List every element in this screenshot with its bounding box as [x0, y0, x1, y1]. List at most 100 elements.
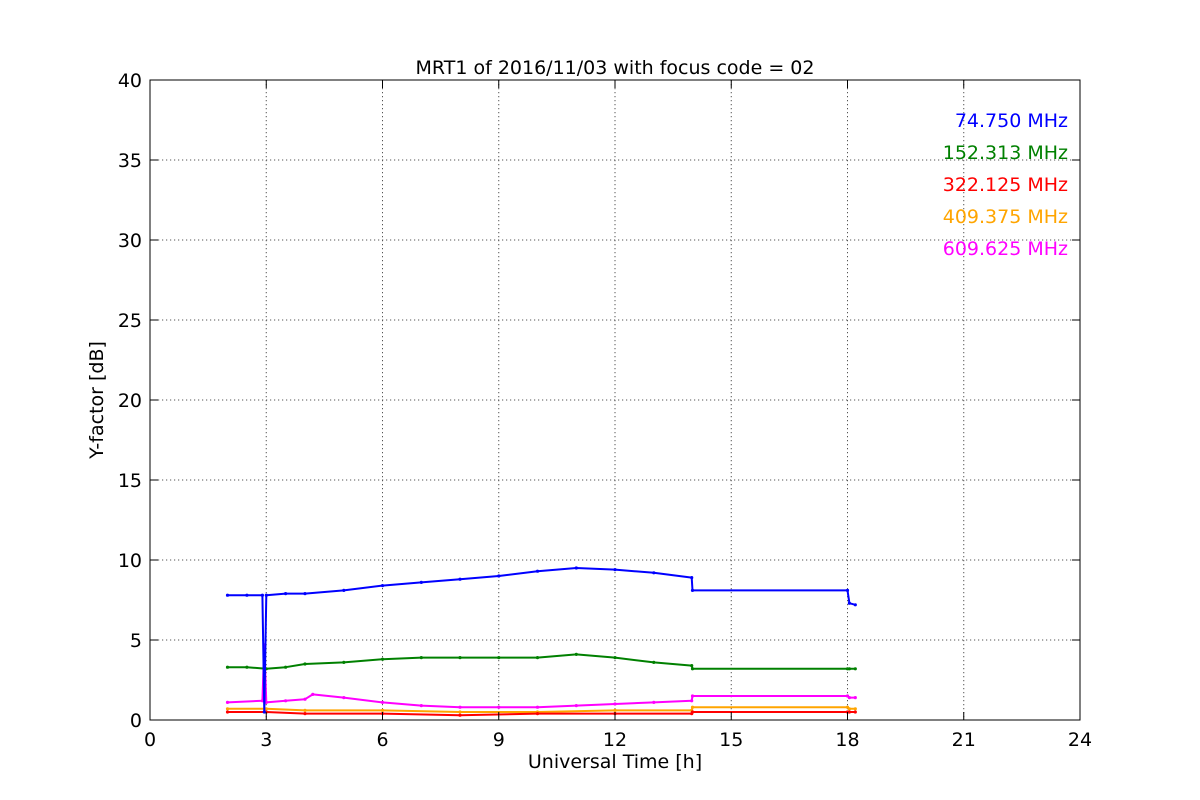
data-point: [458, 656, 462, 660]
data-point: [303, 697, 307, 701]
x-tick-label: 24: [1068, 729, 1092, 751]
y-axis-label: Y-factor [dB]: [86, 341, 108, 460]
data-point: [853, 707, 857, 711]
legend-entry: 322.125 MHz: [943, 174, 1068, 196]
data-point: [260, 593, 264, 597]
x-tick-label: 0: [144, 729, 156, 751]
data-point: [342, 588, 346, 593]
legend-entry: 409.375 MHz: [943, 206, 1068, 228]
axis-ticks: [149, 79, 1081, 721]
data-point: [690, 576, 694, 580]
data-point: [303, 712, 307, 716]
data-point: [245, 593, 249, 597]
legend-entry: 609.625 MHz: [943, 238, 1068, 260]
data-point: [847, 710, 852, 714]
data-point: [847, 707, 852, 711]
x-tick-label: 9: [493, 729, 505, 751]
data-point: [311, 692, 315, 697]
data-point: [853, 667, 857, 671]
y-tick-label: 5: [130, 630, 142, 652]
data-point: [853, 710, 857, 714]
data-point: [690, 667, 695, 671]
data-point: [458, 710, 462, 714]
data-point: [284, 699, 288, 703]
data-point: [574, 566, 578, 570]
grid-lines: [150, 80, 1080, 720]
data-point: [225, 710, 230, 714]
data-point: [458, 577, 462, 581]
data-point: [225, 707, 230, 711]
data-point: [264, 700, 268, 705]
data-point: [264, 593, 268, 597]
data-point: [613, 568, 617, 572]
data-point: [419, 704, 423, 708]
data-point: [613, 702, 617, 706]
data-point: [342, 660, 346, 665]
data-point: [245, 665, 249, 669]
series-line: [227, 643, 856, 709]
series-line: [227, 567, 856, 713]
data-point: [853, 696, 857, 700]
data-point: [303, 662, 307, 666]
data-point: [380, 657, 385, 661]
chart-title: MRT1 of 2016/11/03 with focus code = 02: [416, 57, 815, 79]
data-point: [458, 713, 462, 717]
x-tick-label: 21: [952, 729, 976, 751]
data-point: [284, 592, 288, 596]
data-point: [652, 571, 656, 575]
x-tick-label: 12: [603, 729, 627, 751]
data-point: [574, 704, 578, 708]
y-tick-label: 10: [118, 550, 142, 572]
data-point: [380, 584, 385, 588]
data-point: [690, 694, 695, 698]
data-point: [380, 700, 385, 705]
x-tick-label: 18: [835, 729, 859, 751]
data-point: [613, 708, 617, 713]
legend-entry: 74.750 MHz: [955, 110, 1068, 132]
x-tick-label: 6: [376, 729, 388, 751]
legend: 74.750 MHz 152.313 MHz 322.125 MHz 409.375 …: [943, 110, 1068, 260]
data-point: [380, 708, 385, 713]
x-tick-label: 3: [260, 729, 272, 751]
data-point: [853, 603, 857, 607]
data-point: [497, 705, 501, 709]
data-point: [574, 652, 578, 657]
data-point: [262, 710, 266, 714]
data-point: [845, 588, 850, 593]
x-tick-labels: 0 3 6 9 12 15 18 21 24: [144, 729, 1092, 751]
y-tick-label: 20: [118, 390, 142, 412]
data-point: [690, 699, 694, 703]
data-point: [342, 696, 346, 700]
data-point: [847, 696, 852, 700]
data-point: [284, 665, 288, 669]
data-point: [225, 593, 230, 597]
y-tick-label: 40: [118, 70, 142, 92]
data-point: [497, 656, 501, 660]
x-axis-label: Universal Time [h]: [528, 751, 702, 773]
data-point: [303, 592, 307, 596]
data-point: [652, 660, 656, 665]
x-tick-label: 15: [719, 729, 743, 751]
data-point: [497, 574, 501, 578]
y-tick-labels: 0 5 10 15 20 25 30 35 40: [118, 70, 142, 732]
data-point: [847, 667, 852, 671]
data-point: [419, 656, 423, 660]
data-point: [652, 700, 656, 705]
series-layer: [225, 566, 857, 717]
data-point: [613, 656, 617, 660]
legend-entry: 152.313 MHz: [943, 142, 1068, 164]
y-tick-label: 30: [118, 230, 142, 252]
data-point: [303, 708, 307, 713]
series-line: [227, 653, 856, 670]
data-point: [690, 710, 695, 714]
y-tick-label: 0: [130, 710, 142, 732]
data-point: [535, 712, 540, 716]
data-point: [535, 705, 540, 709]
data-point: [690, 588, 695, 593]
data-point: [458, 705, 462, 709]
data-point: [419, 580, 423, 585]
data-point: [225, 665, 230, 669]
data-point: [535, 569, 540, 573]
data-point: [264, 707, 268, 711]
